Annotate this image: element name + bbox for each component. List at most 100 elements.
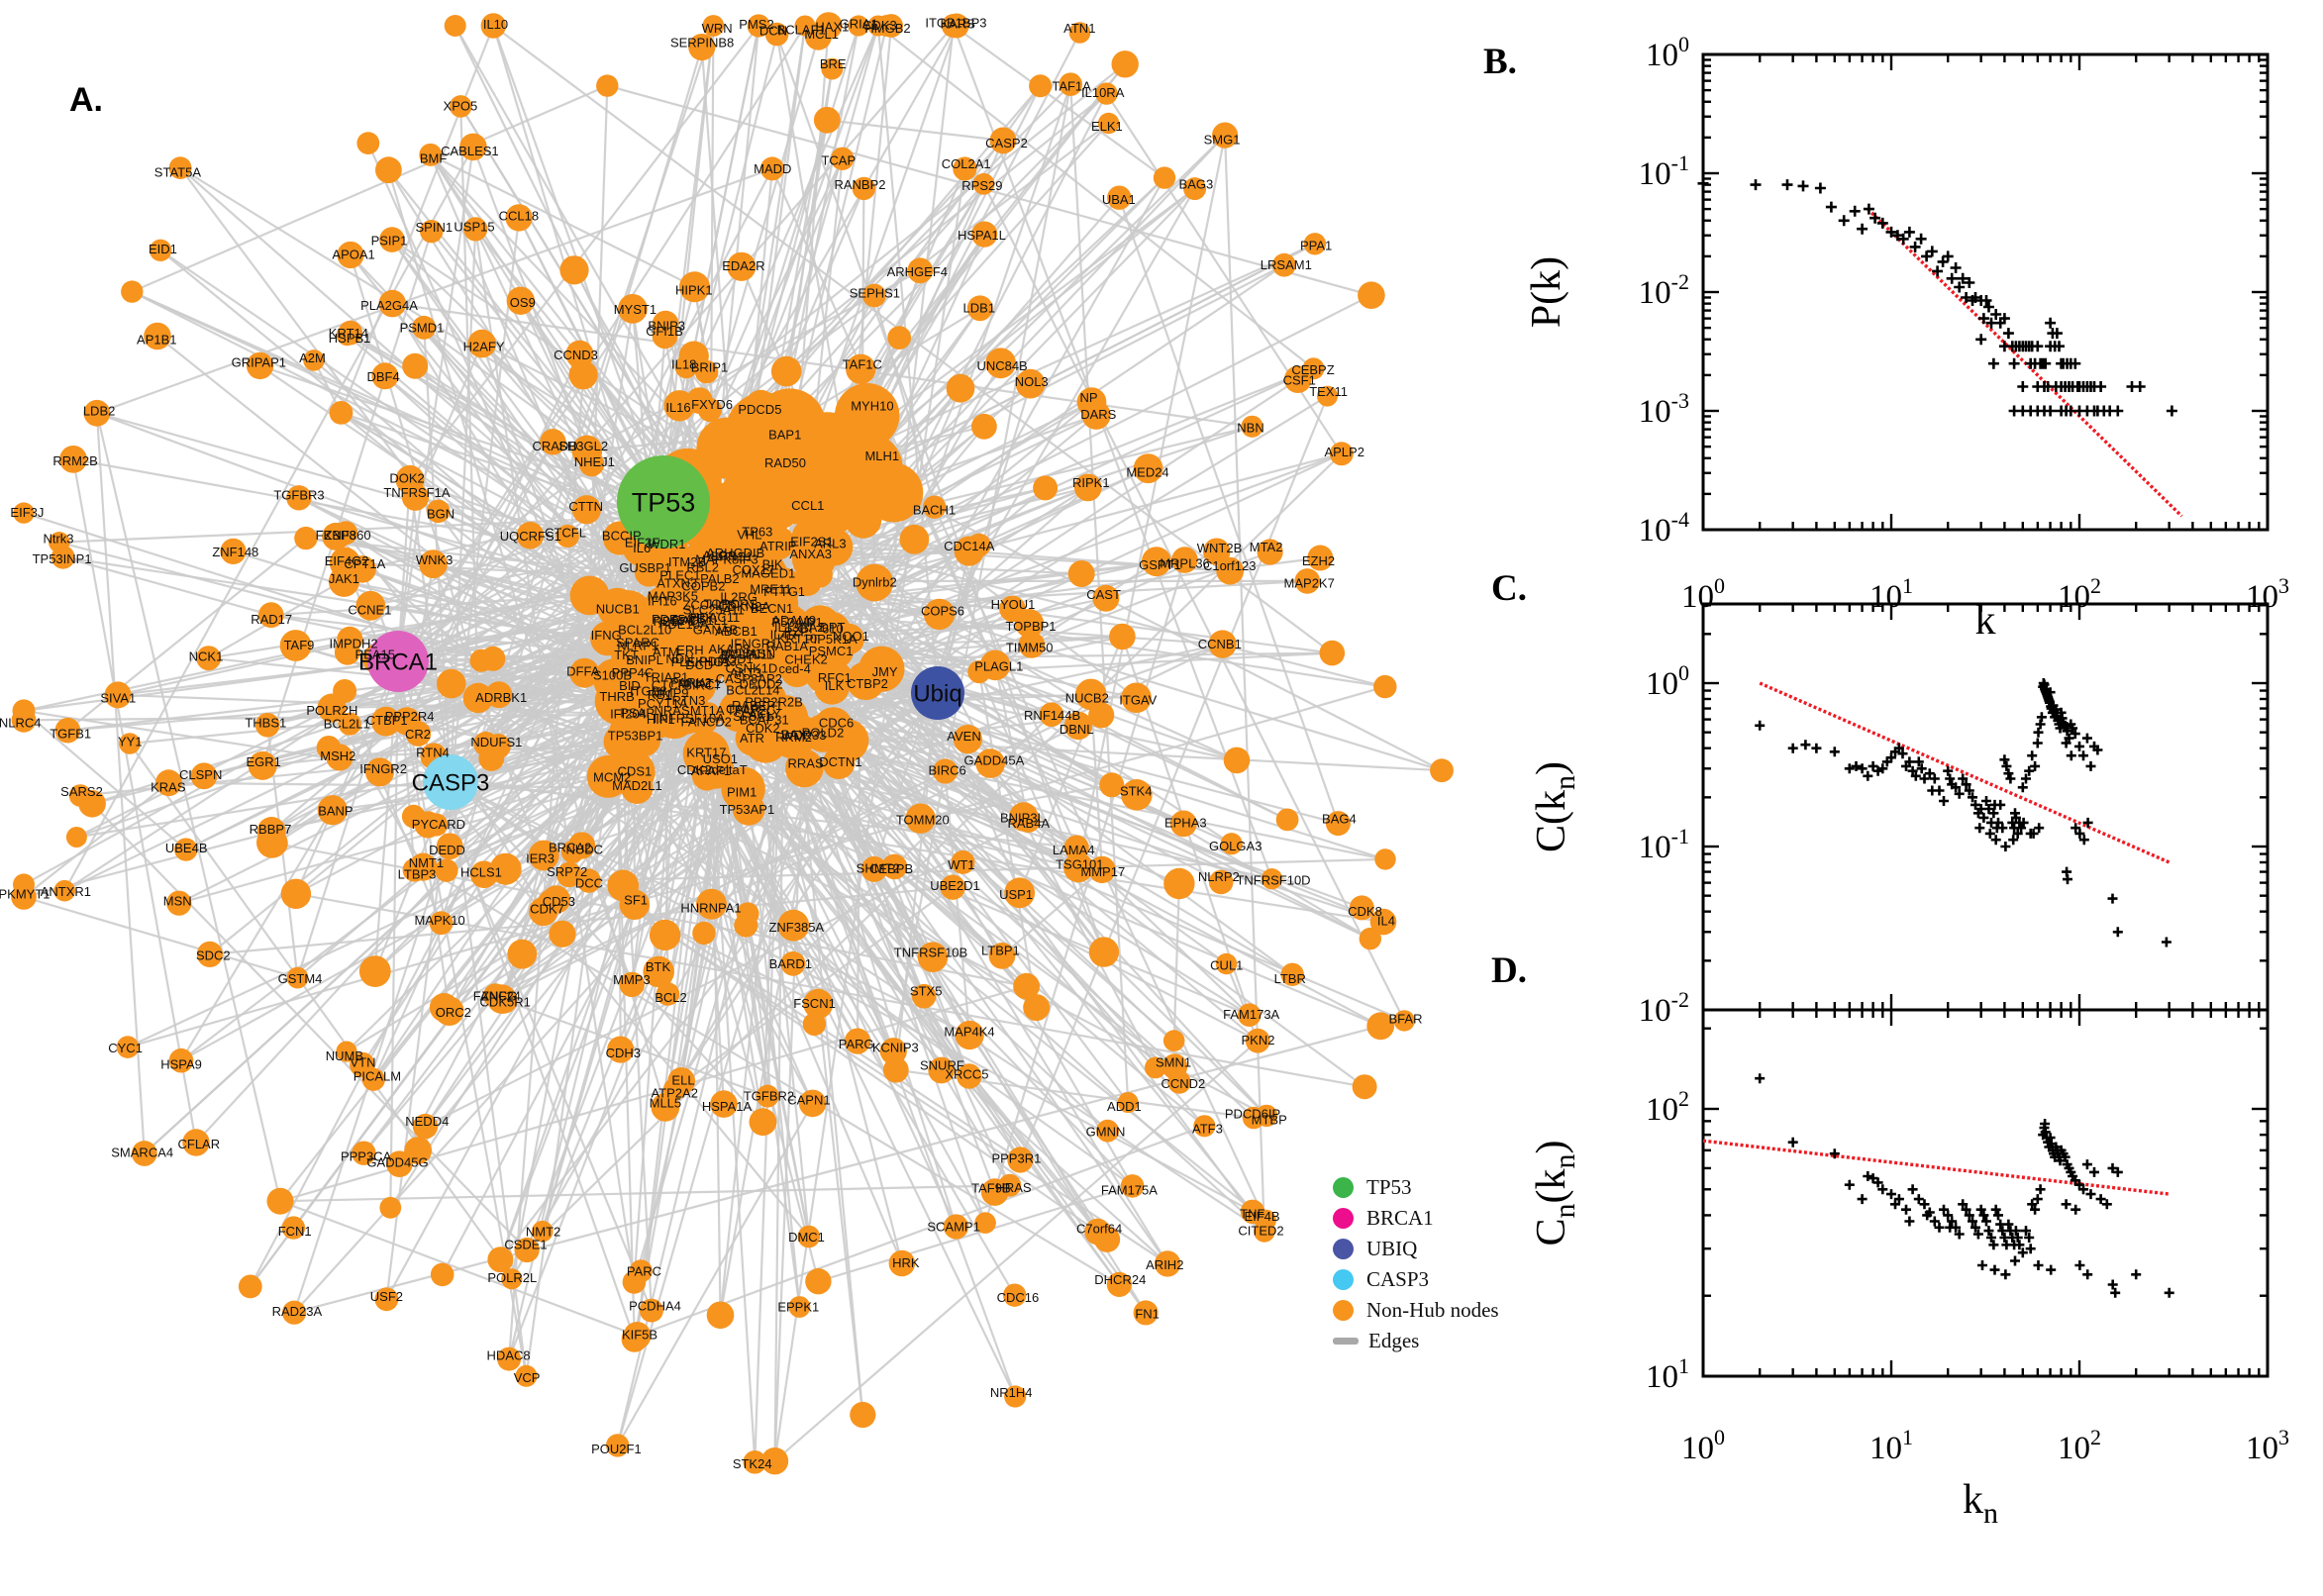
network-edge — [95, 413, 282, 1202]
network-node-label: HSPB1 — [329, 331, 371, 346]
network-node-label: ALG9 — [702, 548, 735, 562]
network-node — [116, 1036, 140, 1058]
network-node — [1153, 166, 1176, 189]
network-node-label: PPP2R2B — [745, 694, 803, 709]
network-node-label: RB1 — [648, 687, 672, 702]
network-edge — [818, 1184, 1133, 1283]
network-node — [338, 320, 363, 346]
network-node — [850, 1401, 876, 1429]
network-node — [718, 690, 760, 733]
network-node — [974, 1212, 996, 1234]
network-node — [1073, 473, 1102, 502]
network-node — [65, 827, 87, 848]
network-node — [1033, 475, 1059, 501]
network-node — [1133, 1300, 1159, 1326]
network-node-label: GUSBP1 — [619, 560, 671, 575]
network-node-label: POLR2H — [306, 703, 357, 718]
network-node — [1154, 1250, 1181, 1277]
network-node — [1162, 1053, 1188, 1080]
network-node-label: ATP2A2 — [651, 1086, 697, 1101]
network-node — [506, 286, 535, 315]
network-node-label: NCK1 — [189, 649, 224, 664]
network-node — [1349, 895, 1374, 921]
network-node — [361, 1067, 385, 1091]
network-node-label: GFI1B — [646, 324, 683, 339]
network-edge — [131, 84, 608, 293]
network-node-label: CABLES1 — [441, 144, 499, 158]
network-edge — [1225, 963, 1260, 1042]
network-node-label: C7orf64 — [1076, 1221, 1122, 1236]
network-node — [375, 156, 402, 184]
network-node — [279, 630, 312, 661]
network-node-label: PPP4C — [612, 665, 655, 680]
network-node-label: SH3GL2 — [558, 439, 608, 453]
network-node-label: ATN1 — [1063, 21, 1095, 36]
network-node-label: SLC25A11 — [683, 603, 745, 618]
network-node — [528, 840, 559, 871]
network-node-label: MTA2 — [1250, 540, 1283, 554]
network-node-label: ITM2B — [668, 554, 706, 569]
network-node — [875, 15, 898, 37]
network-node — [917, 942, 949, 972]
network-node-label: FXYD6 — [691, 397, 733, 412]
y-axis-title: P(k) — [1524, 256, 1569, 328]
network-node-label: HSPA9 — [160, 1056, 202, 1071]
network-node-label: ILK — [825, 678, 845, 693]
network-node-label: BRIP1 — [691, 360, 729, 375]
y-axis-title: C(kn) — [1529, 761, 1581, 852]
network-edge — [389, 660, 400, 1208]
network-node — [556, 524, 579, 549]
network-node-label: MAPK8IP3 — [695, 552, 758, 567]
network-edge — [1118, 197, 1340, 824]
network-node-label: CCND2 — [1162, 1076, 1206, 1091]
network-node-label: EIF4G2 — [325, 553, 369, 568]
network-node-label: IER3 — [526, 851, 555, 866]
network-node-label: FSCN1 — [793, 996, 836, 1011]
network-node — [905, 803, 936, 834]
network-node — [334, 521, 358, 546]
network-node-label: PSAP — [620, 706, 655, 721]
network-node — [803, 988, 834, 1019]
network-node — [643, 955, 674, 988]
network-node — [606, 1434, 630, 1457]
network-node — [1059, 72, 1082, 96]
network-edge — [636, 786, 1168, 1265]
network-node-label: DFFA — [566, 663, 600, 678]
network-node-label: DARS — [1080, 407, 1116, 422]
network-node-label: CDK7 — [530, 902, 564, 917]
network-node — [429, 911, 454, 936]
network-edge — [295, 892, 1365, 1088]
network-node-label: SMN1 — [1156, 1055, 1191, 1070]
network-node — [571, 495, 602, 525]
network-node — [622, 1270, 647, 1294]
network-node — [280, 878, 312, 909]
network-node-label: HAX1 — [815, 20, 849, 35]
network-node-label: MMP3 — [613, 972, 651, 987]
network-edge — [499, 692, 939, 1260]
network-node — [1111, 50, 1139, 78]
network-node — [144, 322, 171, 350]
network-node-label: RANBP2 — [834, 177, 885, 192]
network-edge — [499, 719, 704, 1260]
network-node-label: SEPHS1 — [850, 285, 900, 300]
network-node-label: BCL2L14 — [726, 683, 779, 698]
network-node-label: IL4R — [770, 628, 797, 643]
network-node-label: NHEJ1 — [574, 454, 615, 469]
network-node-label: BNIP3L — [1000, 811, 1045, 826]
network-edge — [953, 25, 1165, 179]
network-edge — [391, 239, 664, 503]
network-node — [975, 748, 1005, 778]
network-node-label: BIRC6 — [928, 763, 965, 778]
network-edge — [503, 999, 768, 1098]
network-edge — [23, 895, 298, 979]
network-node — [702, 15, 725, 37]
network-node — [973, 222, 997, 246]
network-node-label: MNAT1 — [678, 676, 721, 691]
network-node-label: RAD23A — [272, 1304, 323, 1319]
axis-box — [1701, 52, 2270, 532]
network-node-label: BIK — [762, 556, 783, 571]
network-node-label: MT1A — [690, 703, 725, 718]
network-node — [967, 660, 991, 684]
network-node — [429, 993, 459, 1023]
